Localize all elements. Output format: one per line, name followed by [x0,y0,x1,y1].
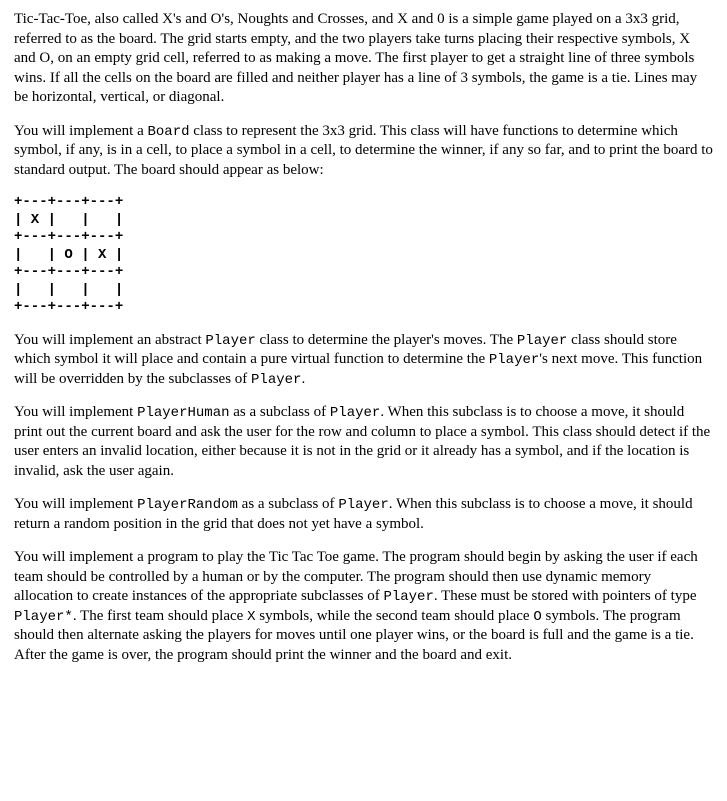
text: You will implement an abstract [14,332,205,348]
text: . The first team should place [73,608,247,624]
code-playerhuman: PlayerHuman [137,405,229,421]
code-player: Player [338,497,388,513]
code-player: Player [330,405,380,421]
text: as a subclass of [230,404,330,420]
paragraph-player-class: You will implement an abstract Player cl… [14,331,713,390]
code-player: Player [489,352,539,368]
text: . [301,371,305,387]
text: . These must be stored with pointers of … [434,588,697,604]
paragraph-playerrandom: You will implement PlayerRandom as a sub… [14,495,713,534]
code-player: Player [383,589,433,605]
text: as a subclass of [238,496,338,512]
code-player: Player [205,333,255,349]
paragraph-playerhuman: You will implement PlayerHuman as a subc… [14,403,713,481]
text: symbols, while the second team should pl… [255,608,533,624]
paragraph-program: You will implement a program to play the… [14,548,713,665]
text: You will implement [14,496,137,512]
ascii-board-diagram: +---+---+---+ | X | | | +---+---+---+ | … [14,194,713,317]
code-board: Board [147,124,189,140]
paragraph-intro: Tic-Tac-Toe, also called X's and O's, No… [14,10,713,108]
paragraph-board-class: You will implement a Board class to repr… [14,122,713,181]
code-playerrandom: PlayerRandom [137,497,238,513]
text: class to determine the player's moves. T… [256,332,517,348]
text: You will implement a [14,123,147,139]
code-player: Player [517,333,567,349]
code-player: Player [251,372,301,388]
text: You will implement [14,404,137,420]
code-playerptr: Player* [14,609,73,625]
code-o: O [533,609,541,625]
